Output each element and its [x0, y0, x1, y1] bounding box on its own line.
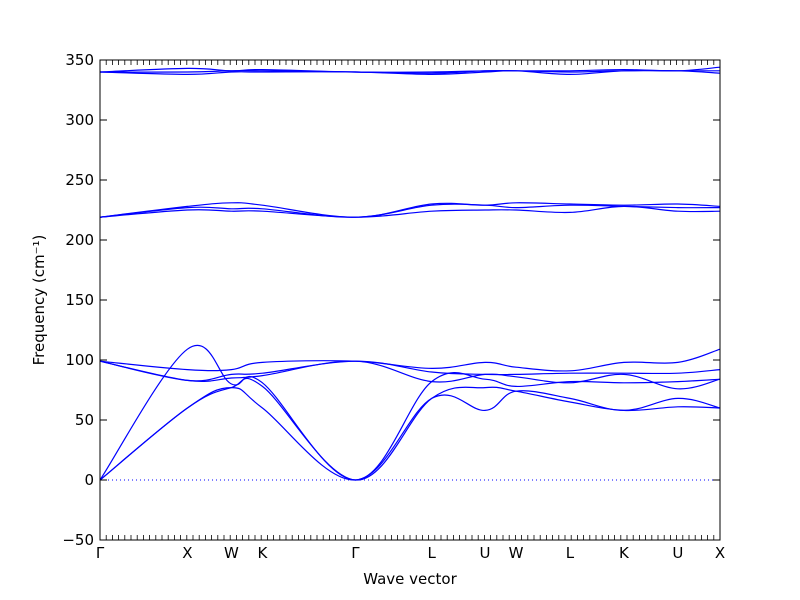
band-line-1 [99, 386, 721, 481]
band-line-2 [99, 377, 721, 481]
band-line-8 [99, 203, 721, 218]
x-tick-label: W [509, 544, 524, 562]
y-tick-label: 100 [65, 351, 94, 369]
x-tick-label: W [224, 544, 239, 562]
plot-frame [99, 59, 721, 541]
y-tick-label: 200 [65, 231, 94, 249]
band-line-5 [99, 360, 721, 382]
y-tick-label: −50 [62, 531, 94, 549]
y-tick-label: 350 [65, 51, 94, 69]
band-line-4 [99, 360, 721, 390]
x-tick-label: Γ [351, 544, 360, 562]
x-tick-label: U [480, 544, 491, 562]
x-tick-label: X [182, 544, 192, 562]
x-tick-label: L [566, 544, 575, 562]
x-tick-label: K [619, 544, 630, 562]
y-tick-label: 300 [65, 111, 94, 129]
x-tick-label: L [428, 544, 437, 562]
x-axis-title: Wave vector [363, 570, 457, 588]
x-tick-label: K [258, 544, 269, 562]
band-line-6 [99, 348, 721, 372]
x-tick-label: X [715, 544, 725, 562]
y-axis-title: Frequency (cm⁻¹) [30, 235, 48, 366]
band-line-3 [99, 345, 721, 481]
band-line-12 [99, 66, 721, 73]
y-tick-label: 150 [65, 291, 94, 309]
band-line-9 [99, 202, 721, 218]
y-tick-label: 50 [75, 411, 94, 429]
y-tick-label: 0 [84, 471, 94, 489]
y-tick-label: 250 [65, 171, 94, 189]
x-tick-label: Γ [96, 544, 105, 562]
x-tick-label: U [672, 544, 683, 562]
band-line-11 [99, 69, 720, 74]
